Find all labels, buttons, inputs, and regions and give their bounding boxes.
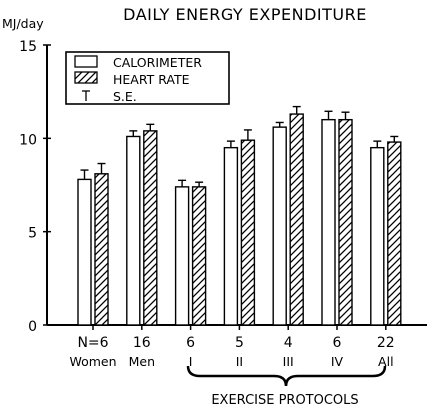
y-tick-label: 10 (19, 132, 37, 148)
legend-label-se: S.E. (113, 89, 137, 104)
bar-heart-rate (143, 130, 158, 326)
x-label-group: IV (331, 354, 344, 369)
bar-heart-rate (191, 186, 207, 326)
legend: CALORIMETER HEART RATE S.E. (65, 51, 230, 105)
bar-calorimeter (174, 186, 190, 326)
x-label-n: 22 (377, 335, 395, 351)
x-label-group: III (283, 354, 294, 369)
x-label-n: N=6 (77, 335, 108, 351)
bar-calorimeter (370, 146, 385, 326)
bar-calorimeter (126, 135, 141, 326)
bar-heart-rate (289, 113, 304, 326)
y-tick-label: 5 (28, 226, 37, 242)
bar-heart-rate (94, 173, 109, 326)
bracket-label: EXERCISE PROTOCOLS (211, 393, 358, 408)
legend-label-heart-rate: HEART RATE (113, 72, 190, 87)
x-label-n: 6 (186, 335, 195, 351)
x-label-n: 6 (333, 335, 342, 351)
legend-swatch-heart-rate (74, 71, 98, 84)
bar-heart-rate (338, 118, 353, 326)
x-label-n: 4 (284, 335, 293, 351)
x-label-group: Men (129, 354, 155, 369)
x-label-group: Women (69, 354, 116, 369)
exercise-protocols-bracket: EXERCISE PROTOCOLS (186, 365, 387, 408)
x-label-group: II (236, 354, 243, 369)
x-label-n: 5 (235, 335, 244, 351)
x-label-n: 16 (133, 335, 151, 351)
bar-heart-rate (387, 141, 402, 326)
y-tick-label: 15 (19, 39, 37, 55)
y-axis-label: MJ/day (2, 16, 44, 31)
bar-heart-rate (240, 139, 256, 326)
chart-title: DAILY ENERGY EXPENDITURE (123, 5, 367, 24)
x-label-group: All (378, 354, 394, 369)
bar-calorimeter (321, 118, 336, 326)
bars (77, 105, 402, 326)
axes: 0 5 10 15 (19, 39, 427, 335)
y-tick-label: 0 (28, 319, 37, 335)
bar-calorimeter (272, 126, 287, 326)
legend-error-bar-symbol (82, 90, 90, 101)
x-axis-labels: N=6 Women 16 Men 6 I 5 II 4 III 6 IV 22 All (69, 335, 394, 369)
legend-swatch-calorimeter (74, 55, 98, 68)
bracket-shape (186, 365, 387, 387)
x-label-group: I (189, 354, 193, 369)
bar-calorimeter (223, 146, 239, 326)
bar-calorimeter (77, 178, 92, 326)
legend-label-calorimeter: CALORIMETER (113, 55, 202, 70)
